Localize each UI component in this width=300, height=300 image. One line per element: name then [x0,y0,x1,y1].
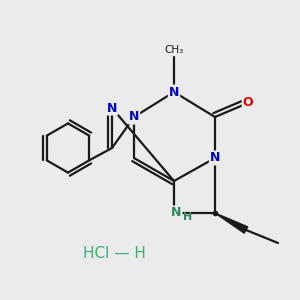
Text: HCl — H: HCl — H [82,246,146,261]
Text: N: N [210,152,220,164]
Polygon shape [215,213,248,233]
Text: CH₃: CH₃ [164,46,184,56]
Text: N: N [171,206,182,220]
Text: N: N [107,101,117,115]
Text: N: N [169,85,179,98]
Text: H: H [183,212,192,222]
Text: N: N [129,110,139,124]
Text: O: O [243,97,253,110]
